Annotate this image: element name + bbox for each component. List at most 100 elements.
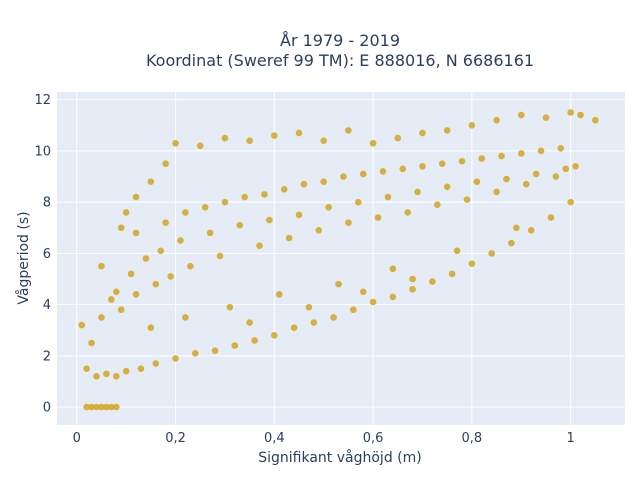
data-point bbox=[443, 183, 451, 191]
data-point bbox=[493, 116, 500, 124]
data-point bbox=[320, 137, 328, 144]
y-tick-label: 2 bbox=[43, 349, 51, 364]
x-tick-label: 1 bbox=[567, 431, 575, 446]
data-point bbox=[132, 229, 140, 237]
data-point bbox=[379, 168, 387, 175]
data-point bbox=[98, 403, 105, 411]
x-tick-label: 0 bbox=[73, 431, 81, 446]
data-point bbox=[132, 193, 140, 201]
data-point bbox=[542, 114, 550, 121]
data-point bbox=[414, 188, 421, 196]
data-point bbox=[251, 337, 258, 344]
y-tick-label: 6 bbox=[43, 247, 51, 262]
data-point bbox=[187, 262, 194, 270]
data-point bbox=[152, 360, 160, 367]
data-point bbox=[182, 209, 189, 216]
data-point bbox=[325, 203, 332, 211]
x-tick-label: 0,8 bbox=[462, 431, 483, 446]
data-point bbox=[527, 227, 535, 234]
data-point bbox=[419, 129, 426, 137]
chart-title-line-2: Koordinat (Sweref 99 TM): E 888016, N 66… bbox=[146, 51, 534, 70]
data-point bbox=[443, 127, 451, 134]
data-point bbox=[236, 221, 244, 229]
data-point bbox=[572, 162, 579, 170]
data-point bbox=[310, 319, 318, 326]
data-point bbox=[468, 260, 476, 267]
data-point bbox=[493, 188, 500, 196]
data-point bbox=[434, 201, 441, 209]
grid-lines bbox=[57, 92, 625, 425]
data-point bbox=[295, 211, 303, 219]
data-point bbox=[271, 332, 278, 339]
data-point bbox=[275, 291, 283, 298]
data-point bbox=[340, 173, 347, 180]
data-point bbox=[122, 209, 130, 216]
data-point bbox=[453, 247, 461, 255]
data-point bbox=[305, 303, 313, 311]
data-point bbox=[359, 288, 367, 296]
data-point bbox=[290, 324, 298, 331]
data-point bbox=[98, 262, 105, 270]
data-point bbox=[112, 373, 120, 380]
data-points bbox=[78, 109, 599, 411]
data-point bbox=[162, 160, 169, 168]
data-point bbox=[517, 111, 525, 119]
data-point bbox=[191, 349, 199, 357]
data-point bbox=[142, 255, 150, 262]
data-point bbox=[473, 178, 481, 185]
data-point bbox=[547, 214, 555, 221]
data-point bbox=[592, 116, 599, 124]
data-point bbox=[246, 319, 253, 326]
data-point bbox=[211, 347, 219, 355]
data-point bbox=[98, 314, 105, 321]
data-point bbox=[522, 180, 530, 188]
data-point bbox=[300, 180, 308, 188]
x-tick-label: 0,6 bbox=[363, 431, 384, 446]
y-tick-label: 4 bbox=[43, 298, 51, 313]
y-tick-label: 12 bbox=[34, 93, 51, 108]
data-point bbox=[552, 173, 560, 180]
data-point bbox=[122, 367, 130, 375]
data-point bbox=[226, 303, 234, 311]
data-point bbox=[517, 150, 525, 157]
data-point bbox=[196, 142, 204, 150]
data-point bbox=[488, 250, 495, 257]
y-tick-label: 10 bbox=[34, 144, 51, 159]
data-point bbox=[320, 178, 328, 185]
data-point bbox=[216, 252, 224, 260]
data-point bbox=[162, 219, 169, 226]
data-point bbox=[147, 324, 155, 331]
data-point bbox=[266, 216, 273, 224]
data-point bbox=[127, 270, 135, 278]
data-point bbox=[562, 165, 570, 173]
data-point bbox=[132, 291, 140, 298]
data-point bbox=[206, 229, 214, 237]
y-tick-label: 8 bbox=[43, 196, 51, 211]
data-point bbox=[404, 209, 411, 216]
data-point bbox=[577, 111, 584, 119]
data-point bbox=[231, 342, 239, 349]
data-point bbox=[359, 170, 367, 178]
x-tick-label: 0,4 bbox=[264, 431, 285, 446]
data-point bbox=[83, 403, 90, 411]
y-axis-title: Vågperiod (s) bbox=[15, 211, 32, 304]
data-point bbox=[295, 129, 303, 137]
data-point bbox=[117, 224, 125, 232]
data-point bbox=[137, 365, 145, 372]
data-point bbox=[157, 247, 165, 255]
data-point bbox=[88, 339, 95, 347]
data-point bbox=[172, 139, 179, 147]
data-point bbox=[369, 298, 377, 306]
data-point bbox=[280, 186, 288, 193]
data-point bbox=[345, 219, 352, 226]
data-point bbox=[93, 403, 100, 411]
data-point bbox=[246, 137, 253, 144]
data-point bbox=[468, 122, 476, 129]
data-point bbox=[315, 227, 323, 234]
data-point bbox=[537, 147, 545, 155]
data-point bbox=[221, 134, 229, 142]
data-point bbox=[103, 403, 110, 411]
data-point bbox=[88, 403, 95, 411]
data-point bbox=[409, 285, 416, 293]
